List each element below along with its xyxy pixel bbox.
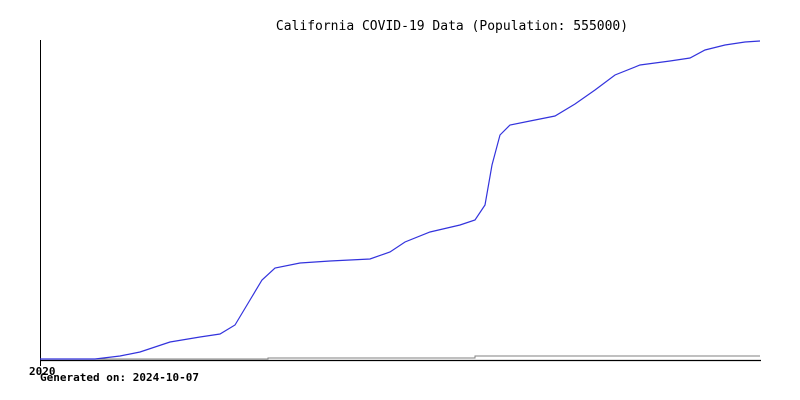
chart-title: California COVID-19 Data (Population: 55… [275, 19, 629, 34]
generated-date-footer: Generated on: 2024-10-07 [40, 371, 199, 384]
cases-series-line [40, 40, 761, 360]
x-tick-label-2020: 2020 [29, 365, 56, 378]
deaths-series-line [40, 355, 760, 360]
